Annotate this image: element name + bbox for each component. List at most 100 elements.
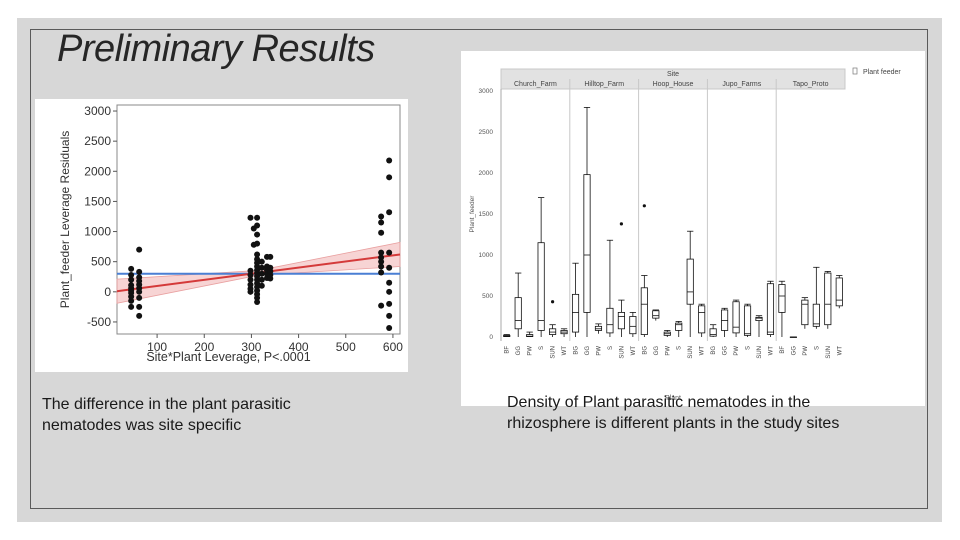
data-point (254, 240, 261, 247)
box-iqr (514, 297, 522, 330)
data-point (258, 258, 265, 265)
data-point (258, 282, 265, 289)
slide-frame (30, 29, 928, 509)
box-iqr (606, 307, 614, 334)
plant-tick-label: GG (791, 346, 797, 356)
site-boxplot-chart: Site Church_Farm Hilltop_Farm Hoop_House Jup… (469, 67, 901, 402)
data-point (386, 249, 393, 256)
plant-tick-label: PW (734, 346, 740, 356)
box-iqr (583, 174, 591, 313)
plant-tick-label: PW (528, 346, 534, 356)
data-point (378, 263, 385, 270)
box-iqr (801, 299, 809, 326)
site-group-label: Tapo_Proto (793, 81, 829, 88)
plant-tick-label: SUN (551, 346, 557, 359)
x-tick-label: 300 (241, 340, 261, 354)
plant-tick-label: GG (516, 346, 522, 356)
data-point (258, 276, 265, 283)
box-iqr (594, 325, 603, 331)
caption-right: Density of Plant parasitic nematodes in … (507, 394, 840, 432)
box-iqr (709, 328, 717, 337)
box-iqr (652, 310, 660, 319)
plant-tick-label: WT (700, 346, 706, 356)
data-point (128, 303, 135, 310)
plant-tick-label: BG (642, 346, 648, 355)
plant-tick-label: GG (585, 346, 591, 356)
y-tick-label: 0 (489, 334, 493, 341)
data-point (136, 268, 143, 275)
data-point (254, 214, 261, 221)
data-point (254, 299, 261, 306)
plant-tick-label: GG (723, 346, 729, 356)
data-point (136, 294, 143, 301)
data-point (254, 251, 261, 258)
data-point (386, 288, 393, 295)
legend-swatch (852, 67, 858, 75)
box-iqr (835, 277, 843, 307)
x-tick-label: 200 (194, 340, 214, 354)
box-iqr (686, 258, 694, 305)
data-point (386, 264, 393, 271)
data-point (378, 213, 385, 220)
plant-tick-label: SUN (826, 346, 832, 359)
slide: Preliminary Results 3000 2500 2000 1500 1000… (17, 18, 942, 522)
data-point (267, 253, 274, 260)
plant-tick-label: S (608, 346, 614, 350)
box-iqr (675, 322, 683, 331)
plant-tick-label: BF (780, 346, 786, 354)
plant-tick-label: WT (631, 346, 637, 356)
box-iqr (698, 305, 706, 334)
plant-tick-label: SUN (688, 346, 694, 359)
box-iqr (778, 284, 786, 313)
box-iqr (640, 287, 648, 335)
x-tick-label: 600 (383, 340, 403, 354)
data-point (378, 249, 385, 256)
data-point (254, 222, 261, 229)
box-iqr (537, 242, 545, 331)
data-point (136, 303, 143, 310)
y-tick-label: 2000 (479, 170, 494, 177)
box-iqr (824, 272, 832, 326)
site-group-label: Hoop_House (653, 81, 694, 88)
data-point (128, 276, 135, 283)
box-iqr (743, 305, 752, 336)
data-point (136, 312, 143, 319)
data-point (136, 246, 143, 253)
y-tick-label: 1000 (479, 252, 494, 259)
data-point (386, 209, 393, 216)
y-tick-label: 2500 (479, 129, 494, 136)
plant-tick-label: BG (574, 346, 580, 355)
data-point (378, 258, 385, 265)
slide-title: Preliminary Results (57, 28, 375, 70)
plant-tick-label: SUN (619, 346, 625, 359)
site-group-label: Hilltop_Farm (584, 81, 624, 88)
data-point (267, 264, 274, 271)
data-point (386, 300, 393, 307)
boxplot-chart-panel: Site Church_Farm Hilltop_Farm Hoop_House Jup… (461, 51, 925, 406)
data-point (247, 271, 254, 278)
plant-tick-label: PW (596, 346, 602, 356)
y-tick-label: 500 (91, 255, 111, 269)
x-axis-label: Plant (665, 395, 681, 402)
y-tick-label: -500 (87, 315, 111, 329)
data-point (258, 264, 265, 271)
y-tick-label: 1500 (479, 211, 494, 218)
x-tick-label: 400 (289, 340, 309, 354)
data-point (254, 256, 261, 263)
data-point (128, 297, 135, 304)
plant-tick-label: BG (711, 346, 717, 355)
site-header-strip (500, 68, 846, 90)
box-iqr (629, 316, 637, 335)
y-tick-label: 1000 (84, 225, 111, 239)
plant-tick-label: BF (505, 346, 511, 354)
x-tick-label: 100 (147, 340, 167, 354)
box-iqr (571, 293, 580, 333)
data-point (378, 254, 385, 261)
plant-tick-label: GG (654, 346, 660, 356)
plant-tick-label: WT (768, 346, 774, 356)
x-axis-label: Site*Plant Leverage, P<.0001 (146, 350, 310, 364)
box-iqr (812, 303, 820, 327)
plant-tick-label: S (814, 346, 820, 350)
box-iqr (549, 328, 557, 335)
data-point (386, 157, 393, 164)
